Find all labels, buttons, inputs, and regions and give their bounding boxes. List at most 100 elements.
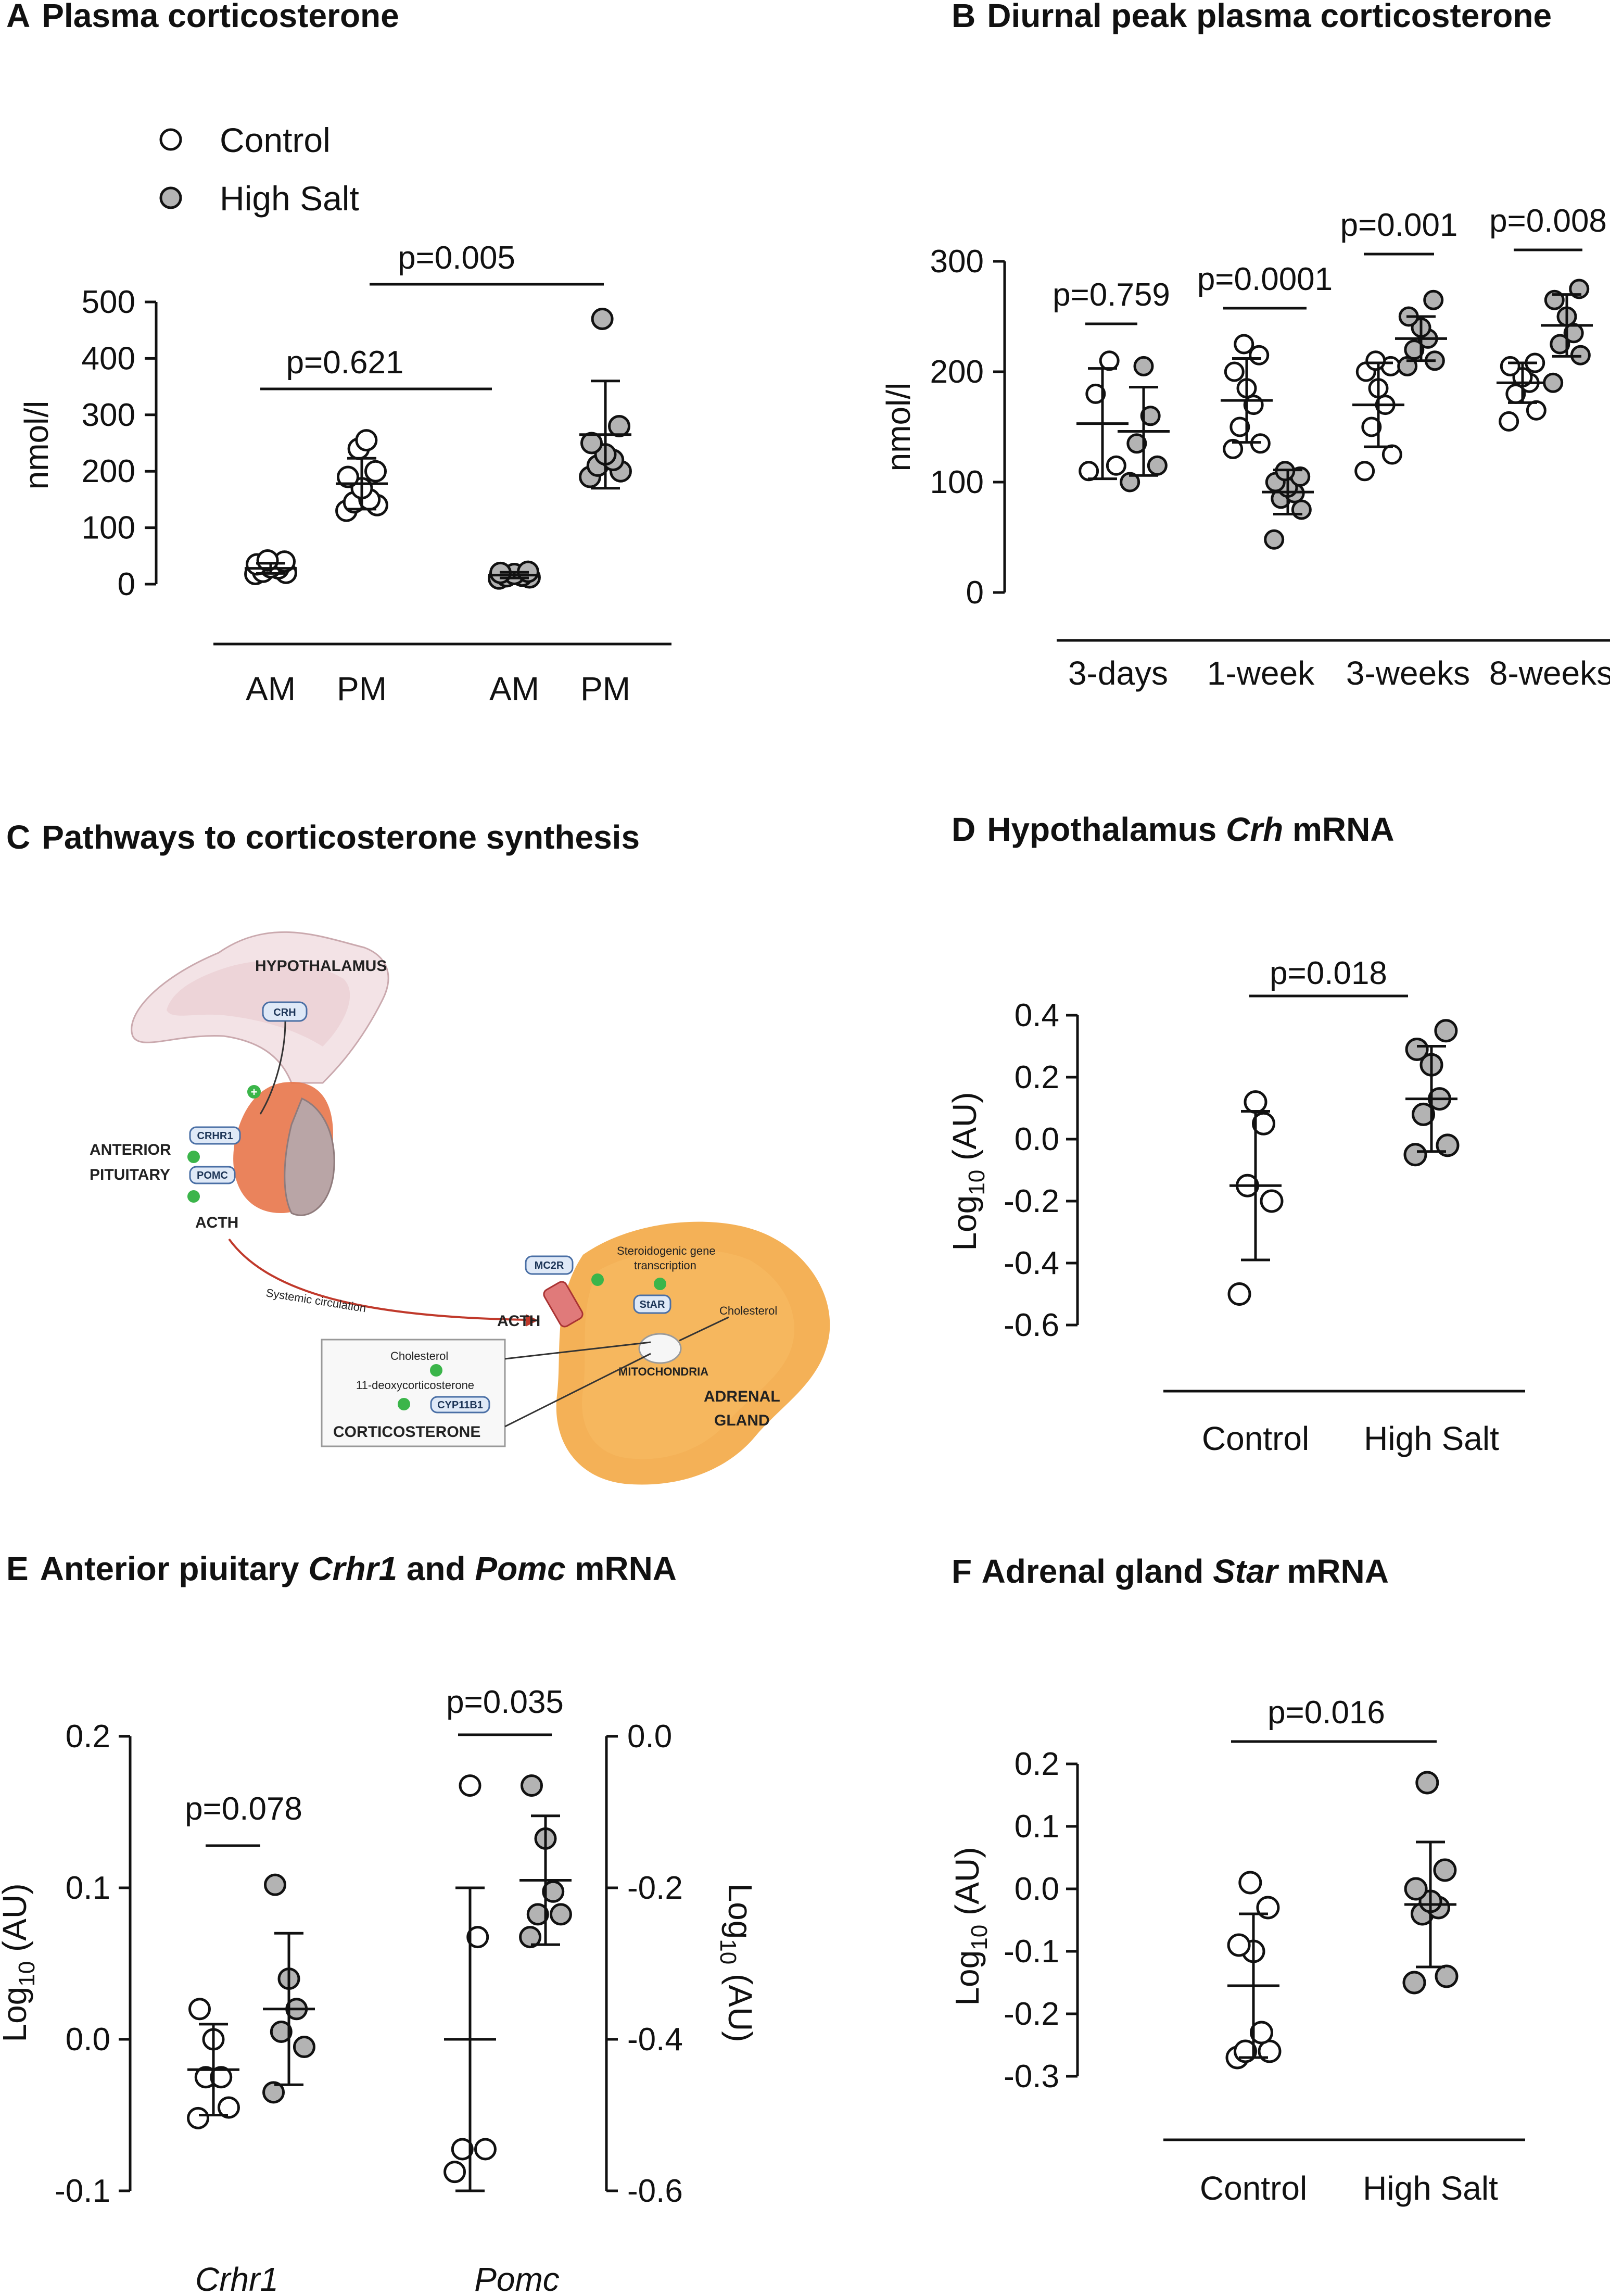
hpa-axis-diagram: HYPOTHALAMUS CRH + ANTERIOR PITUITARY CR…: [90, 931, 830, 1485]
x-category-label: 8-weeks: [1489, 654, 1610, 692]
data-point: [262, 2081, 285, 2104]
y-tick-label: 200: [82, 453, 135, 489]
chart-diurnal-peak: 0 100 200 300 nmol/l 3-days 1-week 3-weeks 8-wee…: [880, 203, 1610, 692]
x-category-label: Control: [1202, 1420, 1309, 1457]
arrow-head: [526, 1314, 538, 1327]
diagram-mc2r-label: MC2R: [535, 1260, 564, 1271]
data-point: [466, 1926, 489, 1949]
diagram-acth2-label: ACTH: [497, 1313, 540, 1330]
legend-control-marker: [159, 128, 182, 151]
data-point: [1291, 499, 1312, 520]
y-tick-label: -0.3: [1004, 2059, 1059, 2095]
data-point: [1434, 1019, 1458, 1043]
x-category-label: AM: [489, 670, 539, 708]
data-point: [1147, 455, 1168, 476]
p-value-label: p=0.005: [398, 240, 515, 276]
legend: Control High Salt: [159, 121, 359, 218]
data-point: [451, 2138, 474, 2161]
x-category-label: AM: [246, 670, 296, 708]
y-tick-label: -0.1: [55, 2173, 110, 2209]
y-tick-label: 200: [930, 354, 984, 390]
x-category-label: Control: [1200, 2169, 1307, 2207]
diagram-hypothalamus-label: HYPOTHALAMUS: [255, 957, 387, 975]
data-point: [1543, 372, 1564, 393]
p-value-label: p=0.0001: [1197, 261, 1333, 297]
diagram-box-deoxy: 11-deoxycorticosterone: [356, 1379, 474, 1392]
y-tick-label: -0.1: [1004, 1934, 1059, 1970]
mc2r-pill: [525, 1255, 574, 1275]
y-axis-label: Log10 (AU): [0, 1883, 40, 2042]
data-point: [1106, 455, 1126, 476]
diagram-steroidogenic-1: Steroidogenic gene: [617, 1244, 716, 1257]
y-axis-label: Log10 (AU): [948, 1847, 992, 2005]
data-point: [1404, 339, 1425, 360]
cyp11b1-pill: [430, 1396, 490, 1414]
data-point: [459, 1774, 481, 1797]
data-point: [1526, 400, 1546, 421]
chart-crhr1-pomc-mrna: -0.1 0.0 0.1 0.2 Log10 (AU) -0.6 -0.4 -0.2 0.0 Lo…: [0, 1684, 759, 2296]
x-category-label: PM: [337, 670, 387, 708]
data-point: [519, 1926, 542, 1949]
p-value-label: p=0.078: [185, 1791, 302, 1827]
data-point: [1405, 1037, 1429, 1061]
data-point: [1260, 1189, 1284, 1213]
data-point: [1252, 1112, 1275, 1136]
star-pill: [633, 1294, 671, 1314]
plus-icon: [654, 1278, 666, 1290]
crh-pill: [262, 1001, 308, 1022]
data-point: [526, 1903, 549, 1926]
data-point: [443, 2161, 466, 2184]
y-tick-label: 300: [82, 397, 135, 433]
data-point: [364, 460, 387, 483]
y-axis-label: nmol/l: [18, 401, 55, 490]
y-tick-label: -0.6: [1004, 1307, 1059, 1343]
plus-icon-glyph: +: [251, 1086, 258, 1099]
data-point: [1085, 383, 1106, 404]
y-tick-label: 500: [82, 284, 135, 320]
legend-control-label: Control: [220, 121, 331, 159]
y-tick-label: 0.2: [1015, 1746, 1059, 1782]
diagram-pituitary-label: PITUITARY: [90, 1166, 170, 1183]
data-point: [1365, 350, 1386, 371]
data-point: [188, 1998, 211, 2021]
crhr1-pill: [189, 1126, 241, 1145]
plus-icon: [591, 1273, 604, 1286]
data-point: [1250, 2021, 1273, 2045]
y-tick-label: 0.0: [1015, 1121, 1059, 1157]
legend-high-salt-marker: [159, 186, 182, 209]
x-category-label: 1-week: [1207, 654, 1315, 692]
chart-plasma-corticosterone: 0 100 200 300 400 500 nmol/l AM PM AM PM p=0.621 p=0…: [18, 240, 671, 708]
y-tick-label: 0.1: [1015, 1809, 1059, 1845]
y-tick-label: -0.2: [627, 1870, 683, 1906]
legend-high-salt-label: High Salt: [220, 179, 359, 218]
data-point: [1238, 1871, 1262, 1895]
diagram-cholesterol-label: Cholesterol: [719, 1304, 777, 1317]
data-point: [549, 1903, 572, 1926]
y-tick-label: 0.1: [66, 1870, 110, 1906]
diagram-adrenal-2: GLAND: [714, 1412, 770, 1429]
y-axis-label: nmol/l: [880, 383, 917, 472]
y-tick-label: 0.0: [1015, 1871, 1059, 1907]
diagram-crhr1-label: CRHR1: [197, 1130, 233, 1142]
synthesis-box: [321, 1339, 506, 1447]
data-point: [293, 2036, 315, 2059]
x-category-label: PM: [580, 670, 630, 708]
y-tick-label: -0.4: [1004, 1245, 1059, 1281]
y-tick-label: 0.4: [1015, 998, 1059, 1033]
data-point: [355, 429, 378, 452]
data-point: [210, 2066, 233, 2089]
data-point: [1264, 529, 1285, 550]
crh-line: [259, 1021, 286, 1115]
x-category-label: High Salt: [1364, 1420, 1499, 1457]
y-tick-label: 0.0: [66, 2022, 110, 2058]
diagram-pomc-label: POMC: [197, 1170, 228, 1181]
x-category-label: High Salt: [1363, 2169, 1498, 2207]
y-tick-label: -0.6: [627, 2173, 683, 2209]
data-point: [187, 2106, 210, 2129]
plus-icon: [187, 1190, 200, 1203]
p-value-label: p=0.018: [1270, 955, 1387, 991]
data-point: [1244, 1090, 1267, 1114]
data-point: [1415, 1771, 1439, 1795]
y-tick-label: 100: [82, 510, 135, 546]
